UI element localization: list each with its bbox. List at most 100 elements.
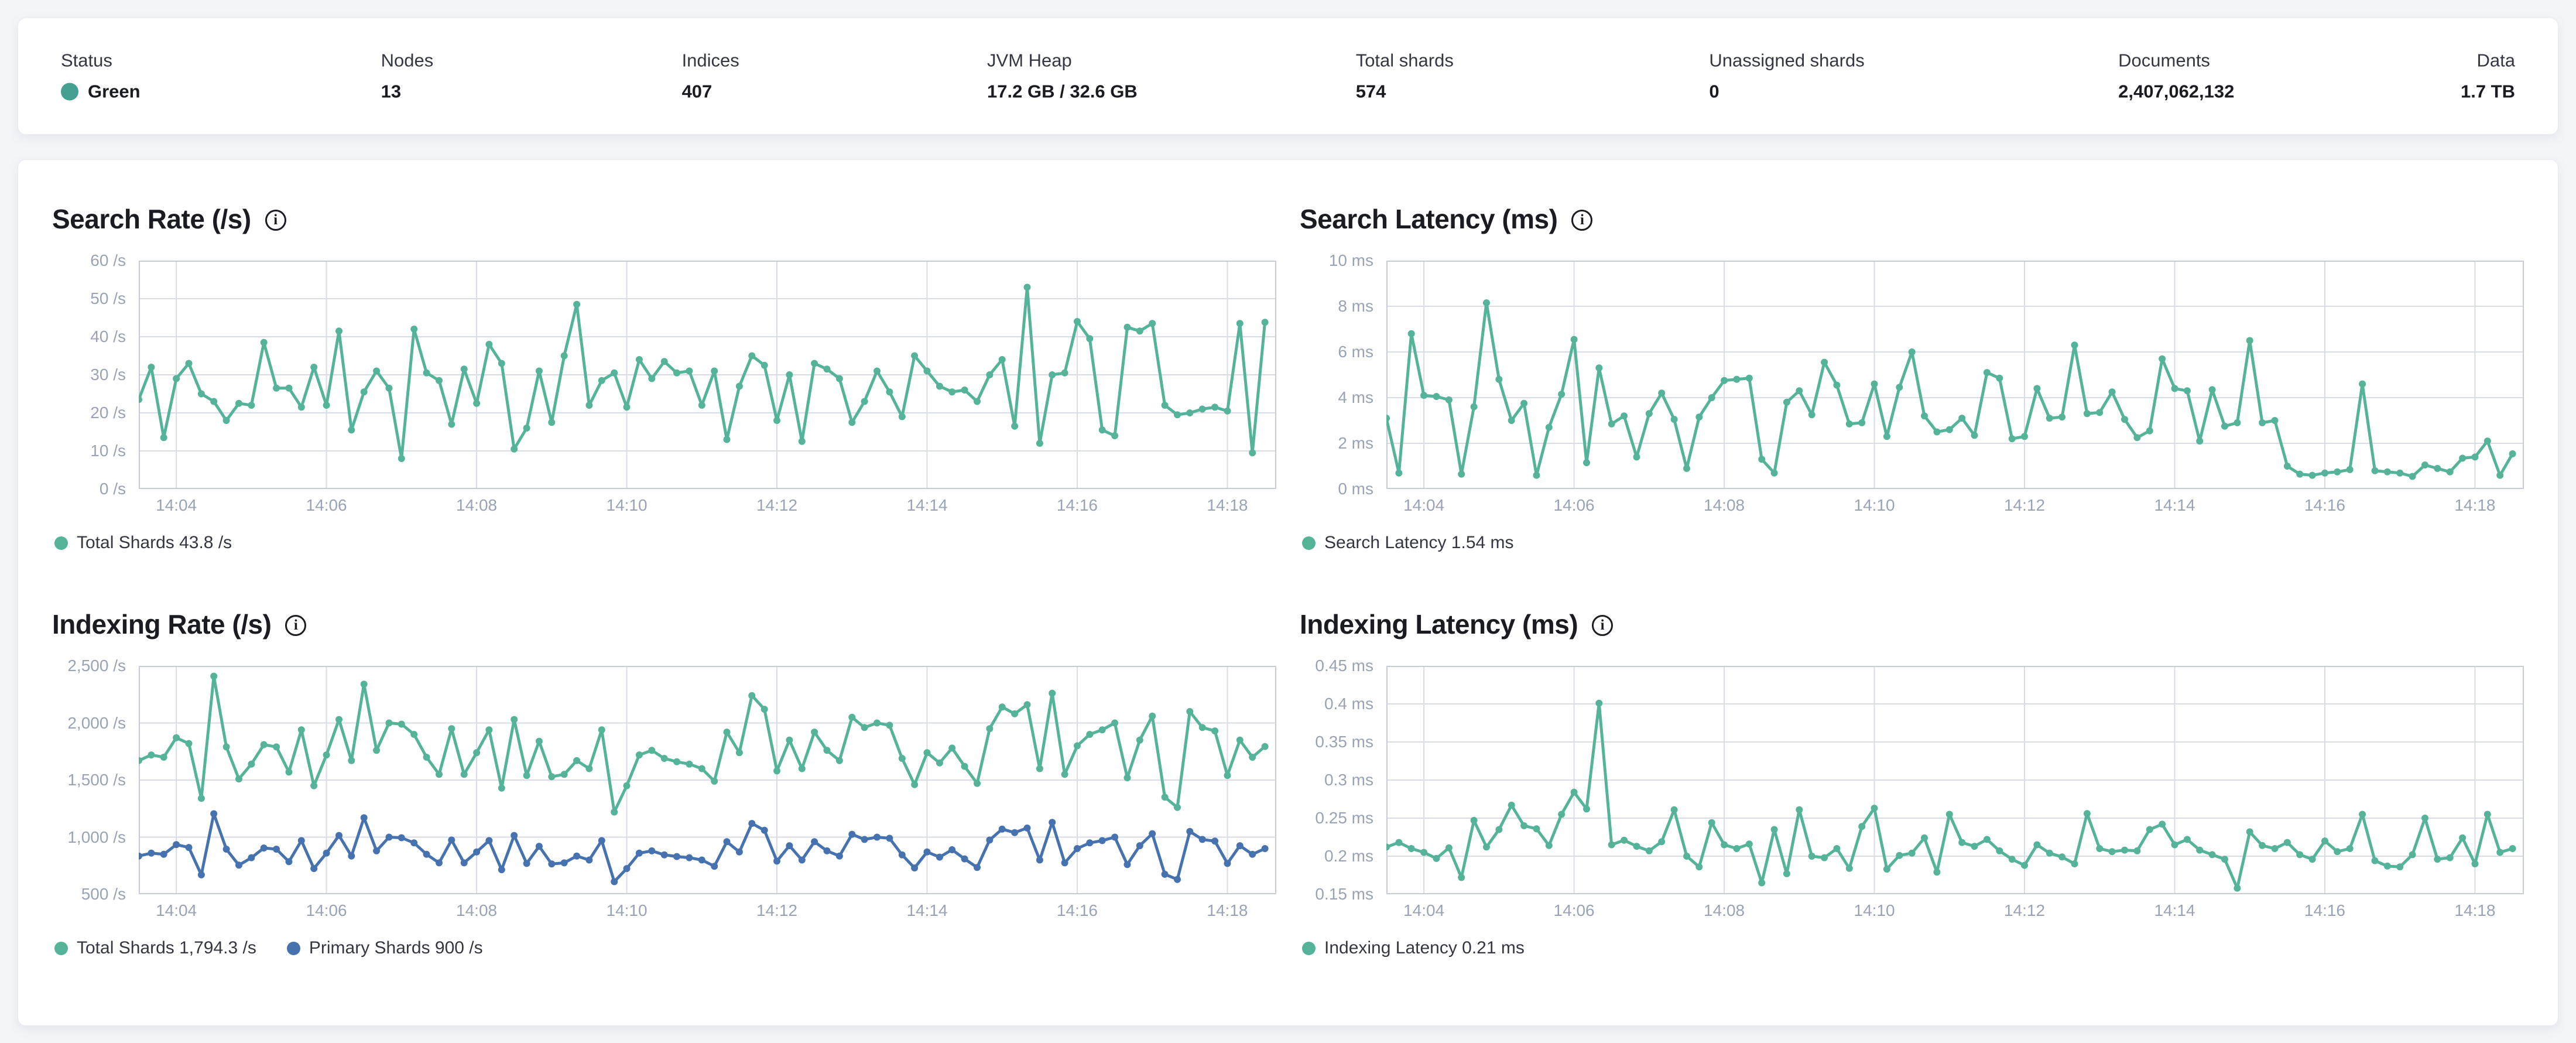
data-point: [248, 402, 255, 409]
info-icon[interactable]: i: [1592, 615, 1614, 636]
data-point: [923, 848, 931, 856]
data-point: [523, 425, 530, 432]
data-point: [385, 384, 393, 392]
data-point: [1808, 411, 1815, 419]
chart-search-rate: Search Rate (/s) i 60 /s 50 /s 40 /s 30 /s 2…: [52, 204, 1276, 553]
x-tick-label: 14:14: [906, 901, 948, 919]
legend-item-indexing-latency[interactable]: Indexing Latency 0.21 ms: [1302, 938, 1525, 958]
data-point: [861, 724, 868, 731]
data-point: [260, 844, 268, 852]
chart-indexing-rate-title: Indexing Rate (/s): [52, 609, 272, 640]
data-point: [2071, 860, 2078, 867]
legend-item-total-shards[interactable]: Total Shards 1,794.3 /s: [54, 938, 256, 958]
data-point: [1858, 823, 1866, 830]
data-point: [2133, 847, 2141, 854]
data-point: [410, 326, 418, 333]
data-point: [423, 754, 430, 761]
data-point: [2483, 437, 2491, 445]
data-point: [2371, 857, 2379, 864]
data-point: [373, 847, 381, 854]
data-point: [961, 855, 968, 863]
data-point: [598, 837, 605, 844]
data-point: [735, 749, 743, 757]
data-point: [2296, 470, 2304, 478]
data-point: [560, 859, 568, 867]
data-point: [611, 878, 618, 885]
data-point: [1621, 412, 1628, 420]
y-axis-labels: 2,500 /s 2,000 /s 1,500 /s 1,000 /s 500 /s: [52, 657, 139, 903]
stat-documents-label: Documents: [2118, 50, 2210, 71]
legend-item-search-latency[interactable]: Search Latency 1.54 ms: [1302, 533, 1514, 553]
data-point: [623, 403, 631, 411]
data-point: [197, 795, 205, 802]
data-point: [160, 434, 167, 442]
x-tick-label: 14:18: [1207, 901, 1248, 919]
data-point: [2471, 453, 2479, 461]
data-point: [1683, 464, 1690, 472]
data-point: [398, 720, 405, 728]
data-point: [1149, 712, 1156, 720]
data-point: [1658, 389, 1666, 397]
data-point: [2246, 828, 2253, 836]
data-point: [585, 856, 593, 864]
x-tick-label: 14:06: [306, 901, 347, 919]
data-point: [1136, 842, 1143, 850]
data-point: [573, 757, 581, 764]
data-point: [648, 847, 656, 854]
data-point: [761, 826, 768, 834]
data-point: [611, 369, 618, 377]
x-axis-labels: 14:04 14:06 14:08 14:10 14:12 14:14 14:16 14:18: [139, 894, 1276, 922]
data-point: [1483, 299, 1490, 307]
data-point: [2121, 416, 2128, 423]
y-tick-label: 50 /s: [90, 289, 126, 307]
data-point: [2096, 845, 2104, 852]
data-point: [1595, 699, 1603, 707]
data-point: [2409, 473, 2416, 480]
data-point: [535, 737, 543, 745]
data-point: [1933, 868, 1941, 876]
data-point: [2396, 863, 2404, 871]
data-point: [1036, 440, 1043, 447]
chart-search-rate-title: Search Rate (/s): [52, 204, 251, 234]
data-point: [235, 399, 242, 407]
data-point: [2208, 386, 2216, 394]
info-icon[interactable]: i: [1571, 210, 1593, 231]
data-point: [2146, 826, 2153, 833]
data-point: [1833, 845, 1841, 852]
data-point: [1745, 374, 1753, 382]
x-tick-label: 14:06: [1553, 901, 1595, 919]
data-point: [1570, 336, 1578, 343]
data-point: [1821, 854, 1828, 861]
legend-item-total-shards[interactable]: Total Shards 43.8 /s: [54, 533, 232, 553]
data-point: [235, 861, 242, 869]
data-point: [2421, 815, 2428, 822]
data-point: [961, 762, 968, 770]
data-point: [2471, 860, 2479, 867]
y-tick-label: 20 /s: [90, 403, 126, 422]
data-point: [485, 726, 493, 734]
data-point: [1023, 701, 1031, 709]
chart-canvas: [1383, 260, 2524, 490]
data-point: [1433, 393, 1440, 400]
data-point: [835, 757, 843, 764]
info-icon[interactable]: i: [285, 615, 307, 636]
data-point: [2509, 845, 2516, 852]
legend-label: Indexing Latency 0.21 ms: [1324, 938, 1525, 957]
data-point: [210, 672, 218, 680]
data-point: [148, 849, 155, 857]
data-point: [773, 857, 780, 865]
y-tick-label: 6 ms: [1338, 343, 1373, 361]
info-icon[interactable]: i: [265, 210, 286, 231]
legend-dot-icon: [54, 536, 68, 550]
data-point: [1883, 433, 1890, 440]
chart-canvas: [135, 665, 1276, 895]
data-point: [1708, 819, 1715, 826]
data-point: [1161, 794, 1169, 801]
legend-dot-icon: [54, 941, 68, 955]
data-point: [961, 387, 968, 394]
data-point: [1558, 391, 1566, 398]
legend-item-primary-shards[interactable]: Primary Shards 900 /s: [286, 938, 483, 958]
stat-status-label: Status: [61, 50, 112, 71]
data-point: [473, 848, 481, 856]
stat-data: Data 1.7 TB: [2461, 50, 2515, 102]
